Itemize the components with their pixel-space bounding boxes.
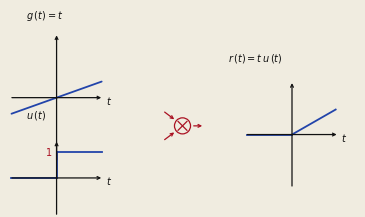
Text: $1$: $1$	[45, 146, 52, 158]
Text: $g\,(t)=t$: $g\,(t)=t$	[26, 9, 63, 23]
Text: $r\,(t)=t\,u\,(t)$: $r\,(t)=t\,u\,(t)$	[228, 52, 283, 65]
Text: $t$: $t$	[106, 95, 112, 107]
Text: $t$: $t$	[106, 175, 112, 187]
Text: $t$: $t$	[341, 132, 347, 144]
Text: $u\,(t)$: $u\,(t)$	[26, 108, 46, 122]
